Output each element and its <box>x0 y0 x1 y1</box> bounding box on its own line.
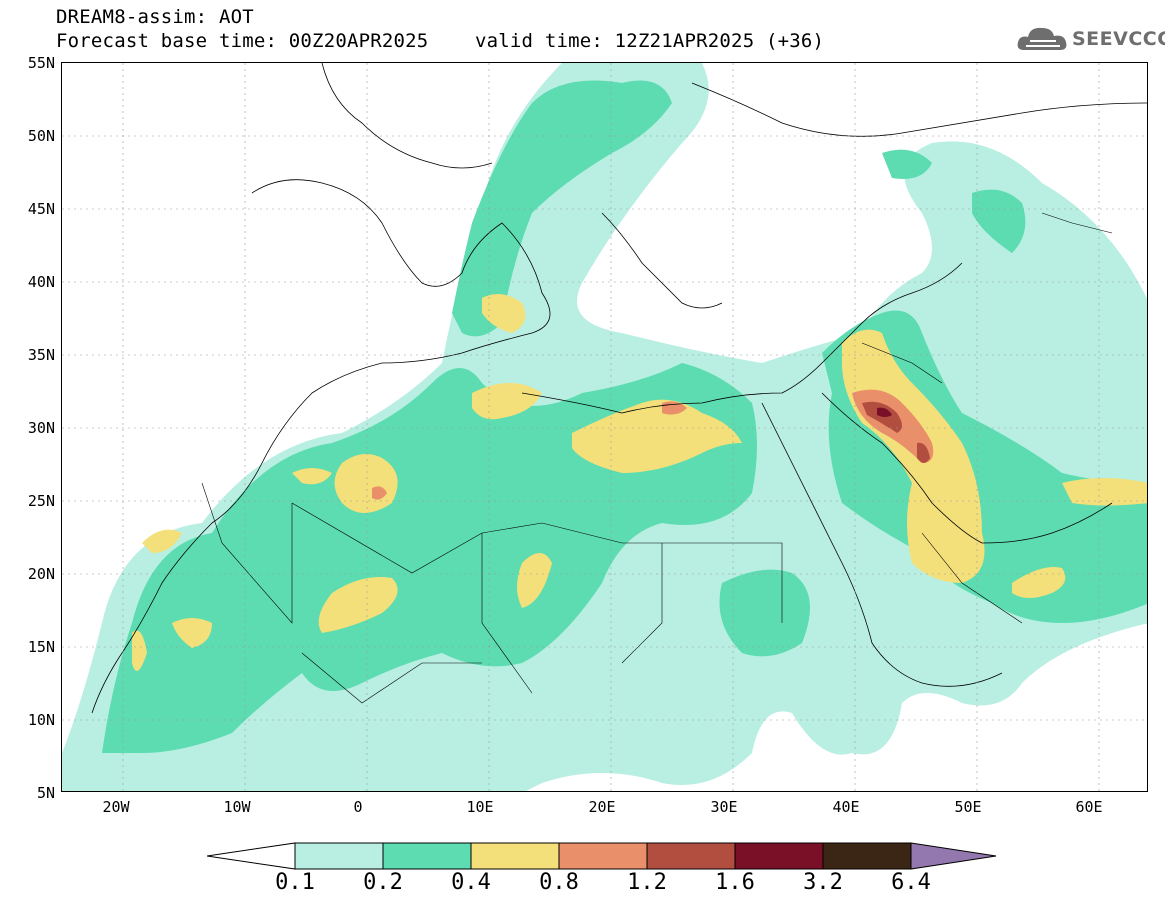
lat-label: 15N <box>27 638 55 656</box>
aot-layer-1.6 <box>877 407 892 417</box>
graticule <box>62 63 1147 791</box>
colorbar-label: 1.2 <box>627 870 667 895</box>
colorbar-segment-max <box>910 842 997 870</box>
colorbar-segment <box>382 842 472 870</box>
aot-map <box>62 63 1147 791</box>
colorbar-segment <box>734 842 824 870</box>
lat-label: 45N <box>27 200 55 218</box>
colorbar-label: 6.4 <box>891 870 931 895</box>
lat-label: 30N <box>27 419 55 437</box>
lat-label: 40N <box>27 273 55 291</box>
lon-label: 40E <box>832 798 860 816</box>
lon-label: 10W <box>223 798 251 816</box>
colorbar-label: 0.2 <box>363 870 403 895</box>
colorbar-label: 0.1 <box>275 870 315 895</box>
lon-label: 0 <box>353 798 363 816</box>
lon-label: 60E <box>1075 798 1103 816</box>
colorbar-segment <box>470 842 560 870</box>
colorbar-segment-min <box>207 842 296 870</box>
aot-layer-0.4 <box>132 294 1147 671</box>
logo-text: SEEVCCC <box>1072 28 1165 50</box>
lat-label: 5N <box>36 784 55 802</box>
colorbar-segment <box>294 842 384 870</box>
lat-label: 50N <box>27 127 55 145</box>
coastlines <box>91 63 1147 714</box>
colorbar-segment <box>558 842 648 870</box>
colorbar-label: 3.2 <box>803 870 843 895</box>
cloud-icon <box>1017 27 1067 50</box>
colorbar-segment <box>646 842 736 870</box>
forecast-time-line: Forecast base time: 00Z20APR2025 valid t… <box>56 30 825 52</box>
colorbar-label: 0.4 <box>451 870 491 895</box>
lat-label: 35N <box>27 346 55 364</box>
lon-label: 20E <box>588 798 616 816</box>
aot-layer-1.2 <box>862 401 930 463</box>
lat-label: 55N <box>27 54 55 72</box>
lat-label: 25N <box>27 492 55 510</box>
lat-label: 10N <box>27 711 55 729</box>
lon-label: 30E <box>710 798 738 816</box>
lon-label: 20W <box>102 798 130 816</box>
lon-label: 10E <box>466 798 494 816</box>
colorbar-label: 1.6 <box>715 870 755 895</box>
map-title: DREAM8-assim: AOT <box>56 6 254 28</box>
borders <box>201 212 1113 704</box>
colorbar-segment <box>822 842 912 870</box>
lat-label: 20N <box>27 565 55 583</box>
seevccc-logo: SEEVCCC <box>1016 22 1165 56</box>
map-panel <box>61 62 1148 792</box>
lon-label: 50E <box>954 798 982 816</box>
colorbar <box>207 842 997 870</box>
colorbar-label: 0.8 <box>539 870 579 895</box>
